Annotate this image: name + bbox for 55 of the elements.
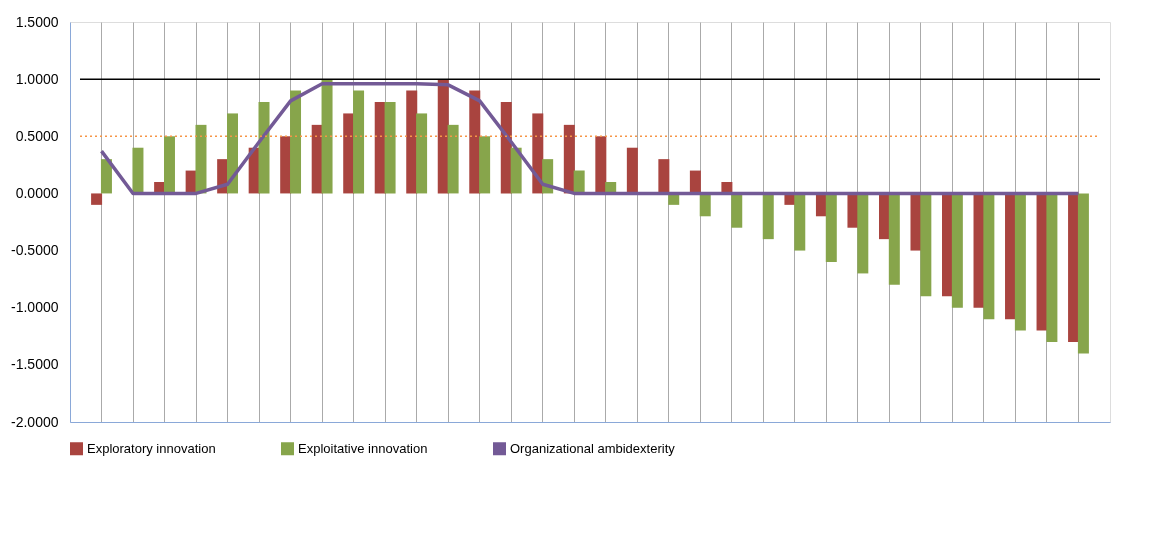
- bar: [416, 113, 428, 194]
- bar: [100, 159, 112, 194]
- y-tick-label: -1.5000: [11, 356, 59, 373]
- bar: [573, 170, 585, 194]
- y-tick-label: 0.5000: [15, 127, 59, 144]
- bar: [762, 193, 774, 240]
- y-tick-label: -0.5000: [11, 242, 59, 259]
- bar: [794, 193, 806, 251]
- bar: [920, 193, 932, 297]
- bar: [1068, 193, 1080, 342]
- bar: [857, 193, 869, 274]
- line-series: [99, 81, 1081, 196]
- bar: [343, 113, 355, 194]
- bar: [510, 147, 522, 194]
- bar: [374, 102, 386, 194]
- bar: [195, 124, 207, 194]
- bar: [689, 170, 701, 194]
- bar: [311, 124, 323, 194]
- bar: [321, 79, 333, 194]
- y-tick-label: 1.0000: [15, 70, 59, 87]
- bar: [353, 90, 365, 194]
- bar: [384, 102, 396, 194]
- legend-label: Organizational ambidexterity: [510, 440, 676, 456]
- bar: [1014, 193, 1026, 331]
- bar: [290, 90, 302, 194]
- bar: [437, 79, 449, 194]
- bar: [163, 136, 175, 194]
- bar: [595, 136, 607, 194]
- y-tick-label: -2.0000: [11, 413, 59, 430]
- legend-label: Exploratory innovation: [87, 440, 216, 456]
- bar: [626, 147, 638, 194]
- bar: [951, 193, 963, 308]
- bar: [447, 124, 459, 194]
- bar: [1005, 193, 1017, 320]
- bar: [258, 102, 270, 194]
- bar: [983, 193, 995, 320]
- bar: [479, 136, 491, 194]
- y-tick-label: 1.5000: [15, 13, 59, 30]
- bar: [1046, 193, 1058, 342]
- bar: [132, 147, 144, 194]
- bar: [563, 124, 575, 194]
- bar: [731, 193, 743, 228]
- y-tick-label: 0.0000: [15, 184, 59, 201]
- bar: [699, 193, 711, 217]
- bar: [469, 90, 481, 194]
- bar: [280, 136, 292, 194]
- bar: [406, 90, 418, 194]
- bar: [658, 159, 670, 194]
- bar: [227, 113, 238, 194]
- bar: [1077, 193, 1089, 354]
- bar: [888, 193, 900, 285]
- legend-label: Exploitative innovation: [298, 440, 428, 456]
- bar: [91, 193, 103, 205]
- bar: [825, 193, 837, 262]
- y-tick-label: -1.0000: [11, 299, 59, 316]
